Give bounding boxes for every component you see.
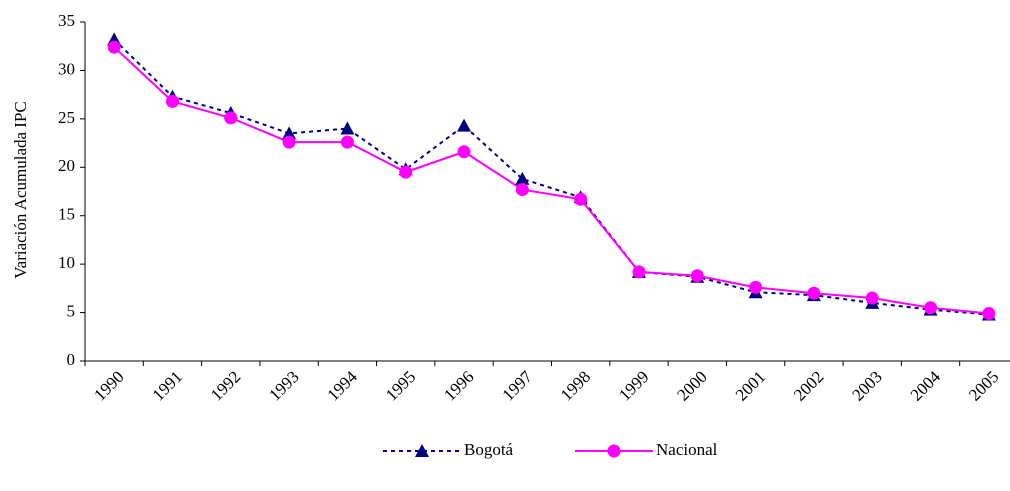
data-point <box>982 307 996 321</box>
x-tick-label: 2005 <box>965 367 1002 404</box>
x-tick-label: 1995 <box>382 367 419 404</box>
x-tick-label: 2000 <box>673 367 710 404</box>
y-tick-label: 0 <box>67 350 76 369</box>
y-tick-label: 35 <box>58 11 75 30</box>
data-point <box>515 171 530 185</box>
y-tick-label: 30 <box>58 59 75 78</box>
x-tick-label: 1992 <box>207 367 244 404</box>
x-tick-label: 1994 <box>324 367 362 405</box>
data-point <box>224 111 238 125</box>
series-line <box>113 46 989 315</box>
data-point <box>399 165 413 179</box>
data-point <box>457 145 471 159</box>
legend-label: Bogotá <box>464 440 514 459</box>
series-line <box>113 38 989 316</box>
x-tick-label: 1997 <box>498 367 536 405</box>
x-tick-label: 2002 <box>790 367 827 404</box>
data-point <box>865 291 879 305</box>
y-axis-label: Variación Acumulada IPC <box>11 101 30 279</box>
x-tick-label: 2003 <box>848 367 885 404</box>
data-point <box>924 301 938 315</box>
data-point <box>690 269 704 283</box>
x-tick-label: 1999 <box>615 367 652 404</box>
data-point <box>340 121 355 135</box>
y-tick-label: 10 <box>58 253 75 272</box>
data-point <box>107 40 121 54</box>
data-point <box>340 135 354 149</box>
x-tick-label: 1998 <box>557 367 594 404</box>
x-tick-label: 1991 <box>149 367 186 404</box>
data-point <box>165 94 179 108</box>
data-point <box>457 118 472 132</box>
data-point <box>282 135 296 149</box>
data-point <box>807 286 821 300</box>
x-tick-label: 2001 <box>732 367 769 404</box>
data-point <box>282 126 297 140</box>
data-point <box>632 265 646 279</box>
x-tick-label: 1990 <box>90 367 127 404</box>
data-point <box>515 183 529 197</box>
y-tick-label: 5 <box>67 301 76 320</box>
data-point <box>574 192 588 206</box>
y-tick-label: 25 <box>58 108 75 127</box>
legend-marker <box>415 444 429 457</box>
data-point <box>749 280 763 294</box>
y-tick-label: 20 <box>58 156 75 175</box>
legend-marker <box>607 444 621 458</box>
x-tick-label: 2004 <box>907 367 945 405</box>
x-tick-label: 1996 <box>440 367 477 404</box>
legend-label: Nacional <box>656 440 718 459</box>
x-tick-label: 1993 <box>265 367 302 404</box>
y-tick-label: 15 <box>58 205 75 224</box>
